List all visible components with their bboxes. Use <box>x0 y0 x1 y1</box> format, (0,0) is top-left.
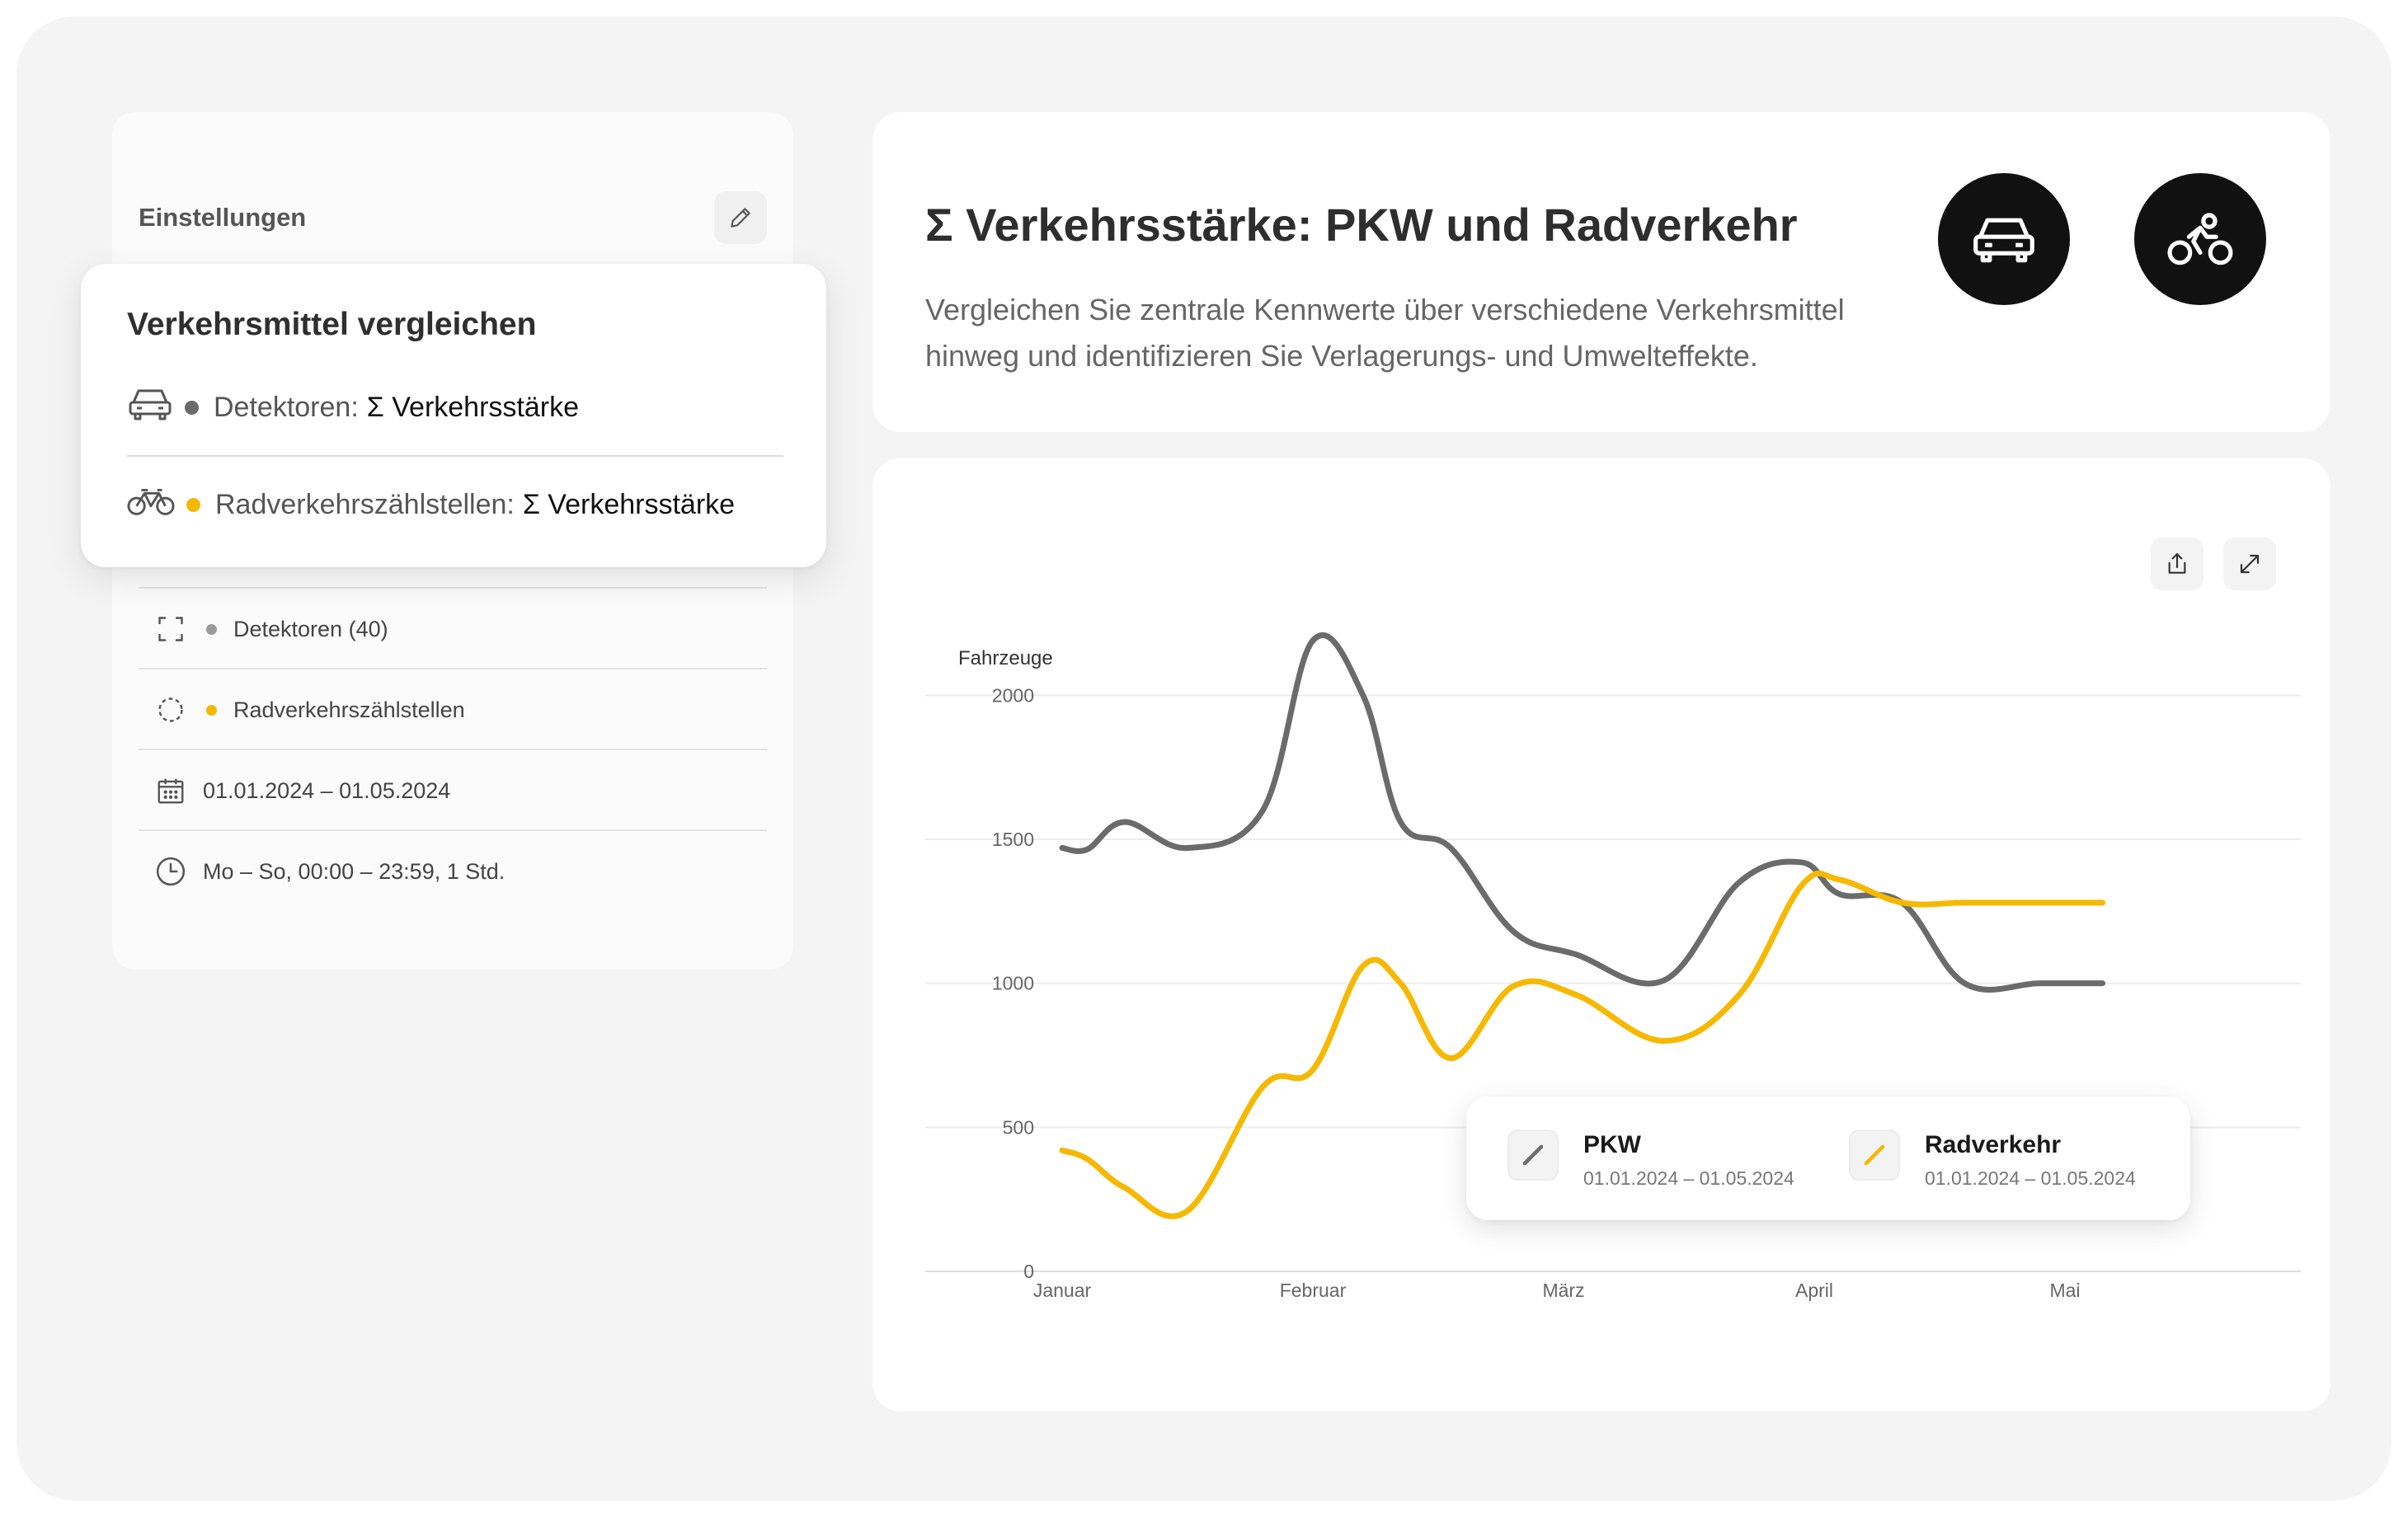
status-dot <box>206 623 217 635</box>
dashed-circle-icon <box>152 691 190 729</box>
car-mode-button[interactable] <box>1938 173 2070 305</box>
y-axis-label: Fahrzeuge <box>958 647 1053 669</box>
popup-item-prefix: Radverkehrszählstellen: <box>215 488 515 520</box>
y-tick-label: 500 <box>1003 1116 1034 1138</box>
popup-item-metric: Σ Verkehrsstärke <box>366 391 579 423</box>
legend-series-name: Radverkehr <box>1925 1131 2062 1158</box>
header-card: Σ Verkehrsstärke: PKW und Radverkehr Ver… <box>872 112 2330 432</box>
popup-item-bike-counters[interactable]: Radverkehrszählstellen: Σ Verkehrsstärke <box>127 472 787 538</box>
y-tick-label: 1500 <box>992 829 1034 850</box>
popup-item-prefix: Detektoren: <box>214 391 359 423</box>
clock-icon <box>152 852 190 890</box>
popup-item-detectors[interactable]: Detektoren: Σ Verkehrsstärke <box>127 374 787 440</box>
car-icon <box>1973 218 2034 263</box>
legend-series-range: 01.01.2024 – 01.05.2024 <box>1925 1167 2136 1189</box>
expand-button[interactable] <box>2223 538 2276 590</box>
popup-title: Verkehrsmittel vergleichen <box>127 307 537 342</box>
bicycle-icon <box>127 485 175 525</box>
legend-swatch <box>1849 1130 1900 1181</box>
legend-series-range: 01.01.2024 – 01.05.2024 <box>1583 1167 1794 1189</box>
expand-icon <box>2240 554 2260 574</box>
setting-row-time[interactable]: Mo – So, 00:00 – 23:59, 1 Std. <box>139 829 767 912</box>
pencil-icon <box>731 208 750 228</box>
popup-item-metric: Σ Verkehrsstärke <box>522 488 736 520</box>
y-tick-label: 2000 <box>992 684 1034 706</box>
chart-card: 0 500 1000 1500 2000 Januar Februar März April M… <box>872 458 2330 1411</box>
calendar-icon <box>152 772 190 810</box>
share-icon <box>2168 552 2186 574</box>
legend-item-pkw[interactable]: PKW 01.01.2024 – 01.05.2024 <box>1507 1130 1794 1189</box>
app-frame: Einstellungen Detektoren (40) Radverkehr… <box>16 16 2392 1501</box>
series-dot <box>185 400 199 415</box>
page-title: Σ Verkehrsstärke: PKW und Radverkehr <box>925 199 1798 251</box>
settings-title: Einstellungen <box>139 203 307 232</box>
cyclist-icon <box>2167 213 2233 265</box>
status-dot <box>206 704 217 716</box>
series-dot <box>186 497 200 512</box>
series-line-pkw[interactable] <box>1059 632 2106 993</box>
setting-row-detectors[interactable]: Detektoren (40) <box>139 587 767 669</box>
setting-label: Detektoren (40) <box>233 616 388 641</box>
legend-item-radverkehr[interactable]: Radverkehr 01.01.2024 – 01.05.2024 <box>1849 1130 2136 1189</box>
chart-legend: PKW 01.01.2024 – 01.05.2024 Radverkehr 0… <box>1466 1097 2190 1220</box>
page-description: Vergleichen Sie zentrale Kennwerte über … <box>925 293 1845 373</box>
compare-modes-popup: Verkehrsmittel vergleichen Detektoren: Σ… <box>81 264 826 567</box>
divider <box>127 455 783 457</box>
x-tick-label: Mai <box>2049 1280 2080 1301</box>
x-tick-label: Januar <box>1033 1280 1092 1301</box>
y-tick-label: 0 <box>1023 1261 1034 1282</box>
frame-corners-icon <box>152 610 190 648</box>
line-chart: 0 500 1000 1500 2000 Januar Februar März April M… <box>925 632 2301 1301</box>
setting-row-bike-counters[interactable]: Radverkehrszählstellen <box>139 668 767 750</box>
car-icon <box>127 385 173 430</box>
legend-series-name: PKW <box>1583 1131 1641 1158</box>
series-line-radverkehr[interactable] <box>1059 870 2106 1219</box>
setting-row-date-range[interactable]: 01.01.2024 – 01.05.2024 <box>139 749 767 831</box>
setting-label: 01.01.2024 – 01.05.2024 <box>203 777 451 803</box>
edit-settings-button[interactable] <box>714 191 767 244</box>
x-tick-label: April <box>1795 1280 1833 1301</box>
share-button[interactable] <box>2151 538 2203 590</box>
setting-label: Mo – So, 00:00 – 23:59, 1 Std. <box>203 858 506 884</box>
legend-swatch <box>1507 1130 1559 1181</box>
setting-label: Radverkehrszählstellen <box>233 697 465 722</box>
x-tick-label: Februar <box>1280 1280 1347 1301</box>
cyclist-mode-button[interactable] <box>2134 173 2266 305</box>
y-tick-label: 1000 <box>992 973 1034 994</box>
x-tick-label: März <box>1542 1280 1584 1301</box>
